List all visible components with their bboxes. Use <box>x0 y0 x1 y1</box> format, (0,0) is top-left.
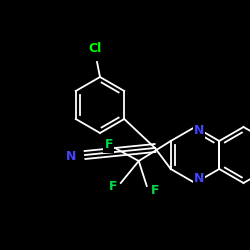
Text: N: N <box>194 172 204 186</box>
Text: Cl: Cl <box>88 42 102 56</box>
Text: F: F <box>104 138 113 151</box>
Text: N: N <box>66 150 76 164</box>
Text: F: F <box>150 184 159 196</box>
Text: N: N <box>194 124 204 138</box>
Text: F: F <box>108 180 117 194</box>
